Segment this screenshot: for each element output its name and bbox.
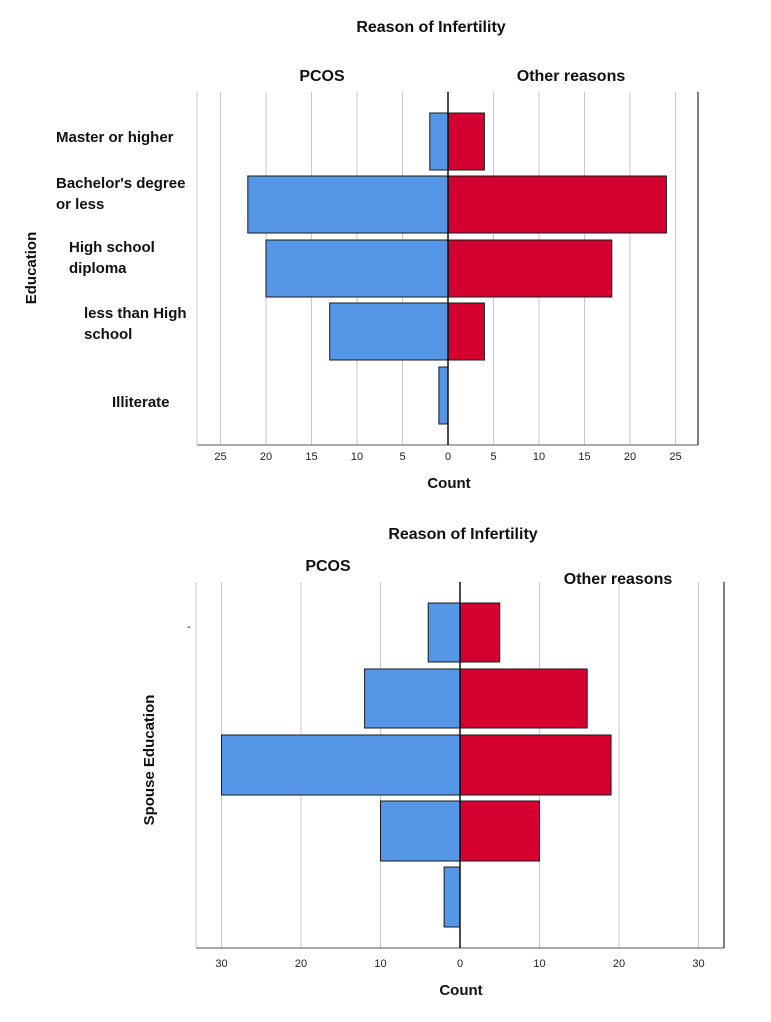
other-reasons-bar bbox=[447, 112, 485, 171]
x-tick-label: 25 bbox=[669, 451, 681, 463]
pcos-bar bbox=[265, 239, 449, 298]
other-reasons-bar bbox=[447, 302, 485, 361]
y-axis-label: Education bbox=[23, 232, 40, 305]
stray-mark: - bbox=[187, 621, 191, 633]
left-group-label: PCOS bbox=[299, 68, 345, 85]
other-reasons-bar bbox=[459, 734, 612, 796]
x-tick-label: 5 bbox=[399, 451, 405, 463]
axes bbox=[196, 92, 699, 446]
x-tick-label: 10 bbox=[351, 451, 363, 463]
x-tick-label: 15 bbox=[578, 451, 590, 463]
other-reasons-bar bbox=[459, 668, 588, 729]
other-reasons-bar bbox=[459, 602, 501, 663]
x-tick-label: 0 bbox=[445, 451, 451, 463]
chart-title: Reason of Infertility bbox=[388, 526, 537, 543]
x-tick-labels: 25 20 15 10 5 0 5 10 15 20 25 bbox=[214, 451, 681, 463]
x-tick-label: 30 bbox=[215, 958, 227, 970]
category-label: diploma bbox=[69, 260, 127, 277]
category-label: Illiterate bbox=[112, 394, 170, 411]
chart-spouse-education: Reason of Infertility PCOS Other reasons… bbox=[141, 526, 725, 999]
left-group-label: PCOS bbox=[305, 558, 351, 575]
x-tick-label: 20 bbox=[260, 451, 272, 463]
x-tick-label: 25 bbox=[214, 451, 226, 463]
other-reasons-bar bbox=[447, 239, 613, 298]
x-tick-label: 20 bbox=[624, 451, 636, 463]
x-tick-label: 10 bbox=[533, 958, 545, 970]
axes bbox=[195, 582, 725, 949]
x-tick-label: 5 bbox=[490, 451, 496, 463]
x-tick-label: 20 bbox=[613, 958, 625, 970]
right-group-label: Other reasons bbox=[564, 571, 673, 588]
bars bbox=[221, 602, 612, 928]
x-axis-label: Count bbox=[427, 475, 470, 492]
x-tick-labels: 30 20 10 0 10 20 30 bbox=[215, 958, 704, 970]
pcos-bar bbox=[427, 602, 461, 663]
y-axis-label: Spouse Education bbox=[141, 695, 158, 826]
category-label: or less bbox=[56, 196, 104, 213]
x-tick-label: 20 bbox=[295, 958, 307, 970]
category-label: Bachelor's degree bbox=[56, 175, 185, 192]
pcos-bar bbox=[438, 366, 449, 425]
pcos-bar bbox=[380, 800, 461, 862]
pcos-bar bbox=[429, 112, 449, 171]
x-axis-label: Count bbox=[439, 982, 482, 999]
other-reasons-bar bbox=[447, 175, 667, 234]
category-label: High school bbox=[69, 239, 155, 256]
x-tick-label: 30 bbox=[692, 958, 704, 970]
x-tick-label: 15 bbox=[305, 451, 317, 463]
pcos-bar bbox=[329, 302, 449, 361]
category-label: school bbox=[84, 326, 132, 343]
x-tick-label: 10 bbox=[533, 451, 545, 463]
x-tick-label: 0 bbox=[457, 958, 463, 970]
category-labels: Master or higher Bachelor's degree or less… bbox=[56, 129, 187, 411]
pcos-bar bbox=[443, 866, 461, 928]
pcos-bar bbox=[221, 734, 461, 796]
chart-title: Reason of Infertility bbox=[356, 19, 505, 36]
x-tick-label: 10 bbox=[374, 958, 386, 970]
right-group-label: Other reasons bbox=[517, 68, 626, 85]
pcos-bar bbox=[247, 175, 449, 234]
bars bbox=[247, 112, 667, 425]
category-label: Master or higher bbox=[56, 129, 174, 146]
category-label: less than High bbox=[84, 305, 187, 322]
pcos-bar bbox=[364, 668, 461, 729]
chart-education: Reason of Infertility PCOS Other reasons… bbox=[23, 19, 699, 492]
other-reasons-bar bbox=[459, 800, 540, 862]
